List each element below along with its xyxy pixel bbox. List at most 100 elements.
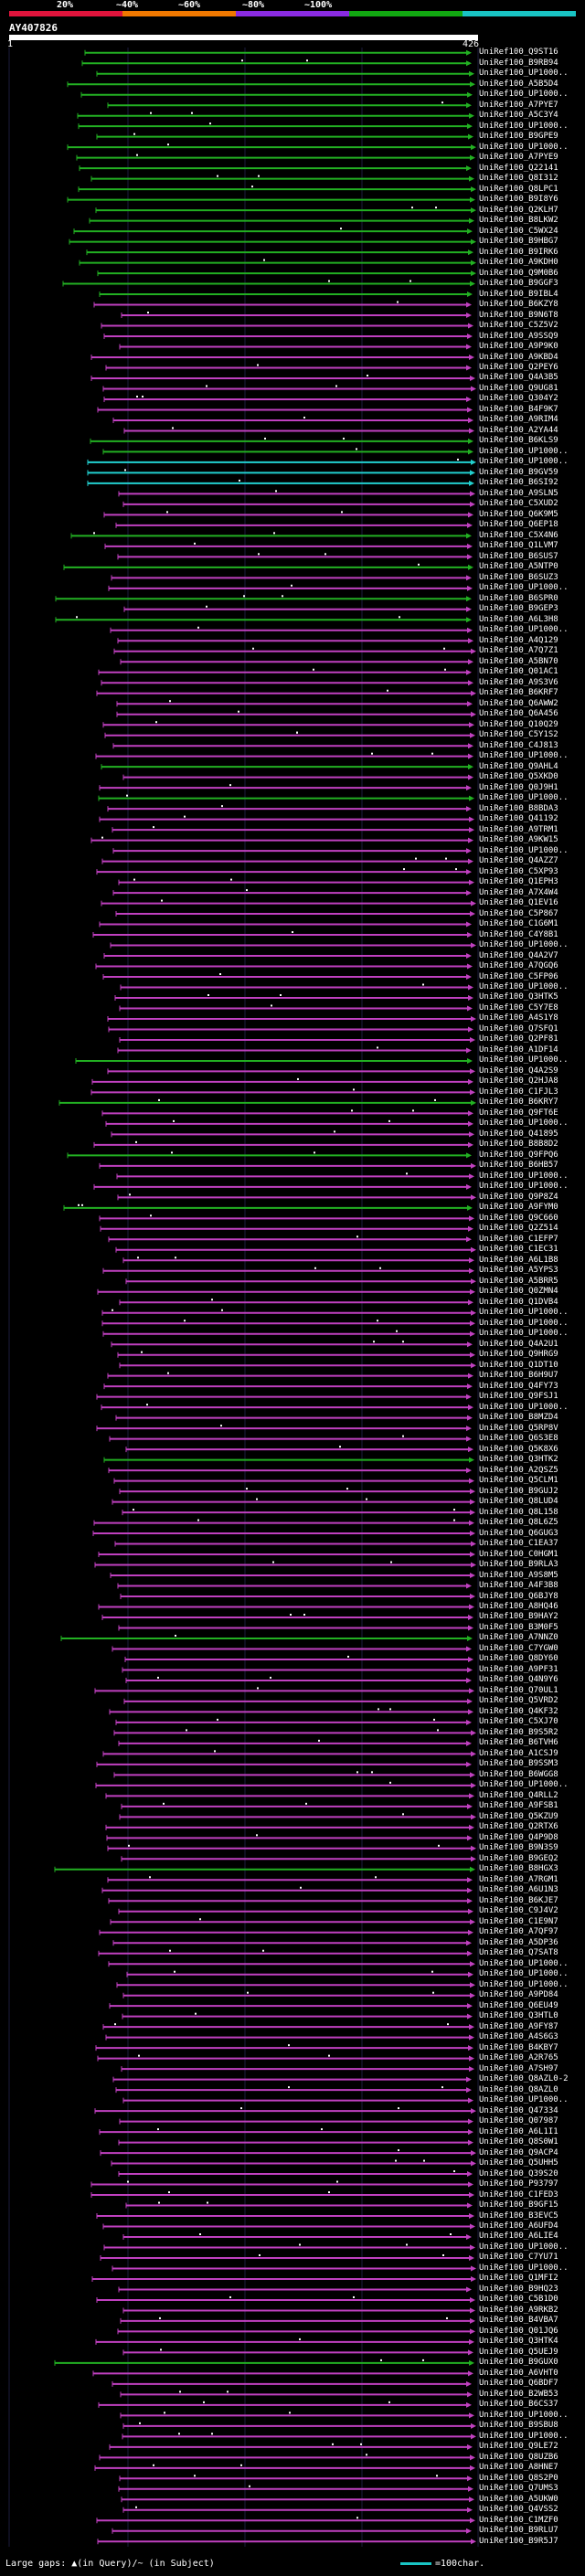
hit-label[interactable]: UniRef100_Q2KLH7 xyxy=(479,205,558,215)
hit-label[interactable]: UniRef100_A7QGQ6 xyxy=(479,961,558,970)
hit-label[interactable]: UniRef100_UP1000.. xyxy=(479,1958,569,1968)
hit-label[interactable]: UniRef100_A5NTP0 xyxy=(479,562,558,572)
hit-label[interactable]: UniRef100_Q9M0B6 xyxy=(479,268,558,278)
hit-label[interactable]: UniRef100_Q1EPH3 xyxy=(479,877,558,887)
hit-label[interactable]: UniRef100_Q8I312 xyxy=(479,174,558,184)
hit-label[interactable]: UniRef100_Q5XKD0 xyxy=(479,772,558,782)
hit-label[interactable]: UniRef100_Q1MFI2 xyxy=(479,2274,558,2284)
hit-label[interactable]: UniRef100_B9GV59 xyxy=(479,467,558,477)
hit-label[interactable]: UniRef100_A7PYE7 xyxy=(479,100,558,110)
hit-label[interactable]: UniRef100_C1E9N7 xyxy=(479,1916,558,1926)
hit-label[interactable]: UniRef100_Q5KZU9 xyxy=(479,1811,558,1821)
hit-label[interactable]: UniRef100_A9S8M5 xyxy=(479,1570,558,1580)
hit-label[interactable]: UniRef100_A9PD84 xyxy=(479,1990,558,2000)
hit-label[interactable]: UniRef100_B4VBA7 xyxy=(479,2316,558,2326)
hit-label[interactable]: UniRef100_A9TRM1 xyxy=(479,824,558,834)
hit-label[interactable]: UniRef100_Q4A3B5 xyxy=(479,373,558,383)
hit-label[interactable]: UniRef100_B9RB94 xyxy=(479,58,558,68)
hit-label[interactable]: UniRef100_B8BDA3 xyxy=(479,803,558,813)
hit-label[interactable]: UniRef100_B9GGF3 xyxy=(479,279,558,289)
hit-label[interactable]: UniRef100_C5Y7E8 xyxy=(479,1002,558,1012)
hit-label[interactable]: UniRef100_B8LKW2 xyxy=(479,216,558,226)
hit-label[interactable]: UniRef100_B6KRF7 xyxy=(479,688,558,698)
hit-label[interactable]: UniRef100_Q01JQ6 xyxy=(479,2326,558,2336)
hit-label[interactable]: UniRef100_Q6A456 xyxy=(479,709,558,719)
hit-label[interactable]: UniRef100_A6U1N3 xyxy=(479,1885,558,1895)
hit-label[interactable]: UniRef100_B6TVH6 xyxy=(479,1738,558,1748)
hit-label[interactable]: UniRef100_Q4A2S9 xyxy=(479,1065,558,1076)
hit-label[interactable]: UniRef100_B9GEQ2 xyxy=(479,1853,558,1863)
hit-label[interactable]: UniRef100_Q304Y2 xyxy=(479,394,558,404)
hit-label[interactable]: UniRef100_Q4VSS2 xyxy=(479,2505,558,2515)
hit-label[interactable]: UniRef100_Q8S2P0 xyxy=(479,2473,558,2483)
hit-label[interactable]: UniRef100_B6SUZ3 xyxy=(479,572,558,582)
hit-label[interactable]: UniRef100_UP1000.. xyxy=(479,940,569,950)
hit-label[interactable]: UniRef100_Q2Z514 xyxy=(479,1224,558,1234)
hit-label[interactable]: UniRef100_B9GUJ2 xyxy=(479,1486,558,1496)
hit-label[interactable]: UniRef100_A4F3B8 xyxy=(479,1581,558,1591)
hit-label[interactable]: UniRef100_B6CS37 xyxy=(479,2400,558,2410)
hit-label[interactable]: UniRef100_Q6AWW2 xyxy=(479,698,558,708)
hit-label[interactable]: UniRef100_P93797 xyxy=(479,2179,558,2189)
hit-label[interactable]: UniRef100_UP1000.. xyxy=(479,1118,569,1129)
hit-label[interactable]: UniRef100_UP1000.. xyxy=(479,2410,569,2420)
hit-label[interactable]: UniRef100_UP1000.. xyxy=(479,2263,569,2273)
hit-label[interactable]: UniRef100_B9IBL4 xyxy=(479,289,558,299)
hit-label[interactable]: UniRef100_UP1000.. xyxy=(479,446,569,456)
hit-label[interactable]: UniRef100_C1EFP7 xyxy=(479,1234,558,1244)
hit-label[interactable]: UniRef100_B9HBG7 xyxy=(479,237,558,247)
hit-label[interactable]: UniRef100_Q9FPQ6 xyxy=(479,1150,558,1160)
hit-label[interactable]: UniRef100_UP1000.. xyxy=(479,69,569,79)
hit-label[interactable]: UniRef100_B9N3S9 xyxy=(479,1843,558,1853)
hit-label[interactable]: UniRef100_A6UFD4 xyxy=(479,2221,558,2231)
hit-label[interactable]: UniRef100_C9J4V2 xyxy=(479,1906,558,1916)
hit-label[interactable]: UniRef100_Q8DY60 xyxy=(479,1654,558,1664)
hit-label[interactable]: UniRef100_Q2RTX6 xyxy=(479,1822,558,1832)
hit-label[interactable]: UniRef100_UP1000.. xyxy=(479,981,569,991)
hit-label[interactable]: UniRef100_Q2PF81 xyxy=(479,1034,558,1044)
hit-label[interactable]: UniRef100_Q6BDF7 xyxy=(479,2379,558,2389)
hit-label[interactable]: UniRef100_C4Y8B1 xyxy=(479,929,558,939)
hit-label[interactable]: UniRef100_C1FED3 xyxy=(479,2189,558,2200)
hit-label[interactable]: UniRef100_Q1LVM7 xyxy=(479,541,558,551)
hit-label[interactable]: UniRef100_Q8LPC1 xyxy=(479,184,558,194)
hit-label[interactable]: UniRef100_Q4A2U1 xyxy=(479,1339,558,1349)
hit-label[interactable]: UniRef100_UP1000.. xyxy=(479,793,569,803)
hit-label[interactable]: UniRef100_B6WGG8 xyxy=(479,1769,558,1779)
hit-label[interactable]: UniRef100_Q7SFQ1 xyxy=(479,1023,558,1034)
hit-label[interactable]: UniRef100_C5Z5V2 xyxy=(479,321,558,331)
hit-label[interactable]: UniRef100_UP1000.. xyxy=(479,2242,569,2252)
hit-label[interactable]: UniRef100_A6L3H8 xyxy=(479,614,558,624)
hit-label[interactable]: UniRef100_Q8S0W1 xyxy=(479,2137,558,2147)
hit-label[interactable]: UniRef100_A9FY87 xyxy=(479,2021,558,2031)
hit-label[interactable]: UniRef100_UP1000.. xyxy=(479,1055,569,1065)
hit-label[interactable]: UniRef100_B6KJE7 xyxy=(479,1895,558,1905)
hit-label[interactable]: UniRef100_Q5VRD2 xyxy=(479,1696,558,1706)
hit-label[interactable]: UniRef100_A5YPS3 xyxy=(479,1266,558,1276)
hit-label[interactable]: UniRef100_B6KLS9 xyxy=(479,436,558,446)
hit-label[interactable]: UniRef100_C5XP93 xyxy=(479,866,558,876)
hit-label[interactable]: UniRef100_Q10Q29 xyxy=(479,719,558,729)
hit-label[interactable]: UniRef100_UP1000.. xyxy=(479,1182,569,1192)
hit-label[interactable]: UniRef100_Q3HTK4 xyxy=(479,2337,558,2347)
hit-label[interactable]: UniRef100_C5X4N6 xyxy=(479,530,558,540)
hit-label[interactable]: UniRef100_UP1000.. xyxy=(479,583,569,593)
hit-label[interactable]: UniRef100_B2WB53 xyxy=(479,2389,558,2399)
hit-label[interactable]: UniRef100_Q4N9Y6 xyxy=(479,1675,558,1685)
hit-label[interactable]: UniRef100_A7PYE9 xyxy=(479,153,558,163)
hit-label[interactable]: UniRef100_Q22141 xyxy=(479,163,558,173)
hit-label[interactable]: UniRef100_Q5K8X6 xyxy=(479,1444,558,1454)
hit-label[interactable]: UniRef100_A6L1B8 xyxy=(479,1255,558,1265)
hit-label[interactable]: UniRef100_Q9UG81 xyxy=(479,383,558,393)
hit-label[interactable]: UniRef100_B6SUS7 xyxy=(479,551,558,561)
hit-label[interactable]: UniRef100_UP1000.. xyxy=(479,751,569,761)
hit-label[interactable]: UniRef100_B6SI92 xyxy=(479,478,558,488)
hit-label[interactable]: UniRef100_Q5RP8V xyxy=(479,1423,558,1433)
hit-label[interactable]: UniRef100_UP1000.. xyxy=(479,142,569,152)
hit-label[interactable]: UniRef100_Q5CLM1 xyxy=(479,1476,558,1486)
hit-label[interactable]: UniRef100_UP1000.. xyxy=(479,1308,569,1318)
hit-label[interactable]: UniRef100_C5FP06 xyxy=(479,971,558,981)
hit-label[interactable]: UniRef100_A9KDH0 xyxy=(479,258,558,268)
hit-label[interactable]: UniRef100_A5B5D4 xyxy=(479,79,558,89)
hit-label[interactable]: UniRef100_Q4FY73 xyxy=(479,1381,558,1391)
